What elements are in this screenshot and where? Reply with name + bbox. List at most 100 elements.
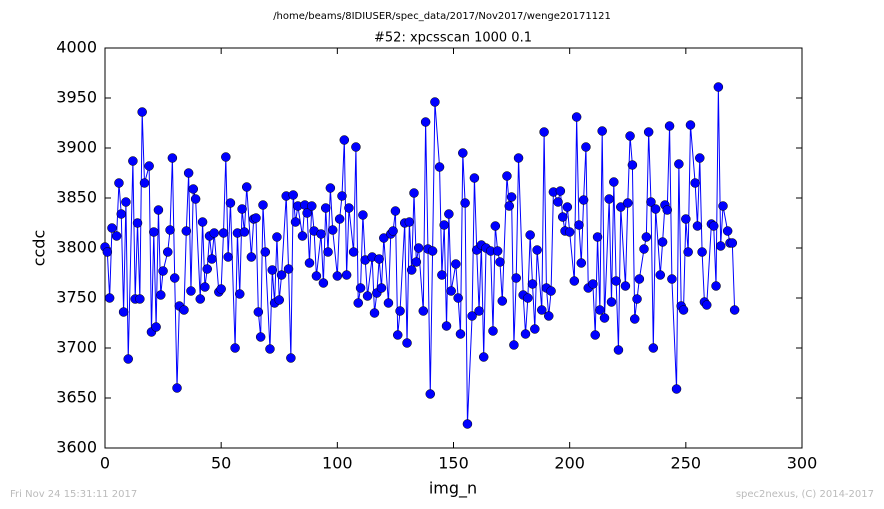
data-point xyxy=(149,227,159,237)
data-point xyxy=(564,227,575,237)
data-point xyxy=(569,276,580,286)
data-point xyxy=(451,259,461,269)
data-point xyxy=(427,246,438,256)
x-tick-label: 100 xyxy=(322,454,353,473)
data-point xyxy=(395,306,405,316)
data-point xyxy=(337,191,347,201)
data-point xyxy=(158,266,168,276)
data-point xyxy=(657,237,668,247)
data-point xyxy=(258,200,268,210)
data-point xyxy=(235,289,245,299)
y-axis-label: ccdc xyxy=(30,230,49,267)
data-point xyxy=(260,247,271,257)
data-point xyxy=(323,247,333,257)
y-tick-label: 3800 xyxy=(56,238,97,257)
data-point xyxy=(562,202,573,212)
data-point xyxy=(532,245,542,255)
data-point xyxy=(599,313,610,323)
data-point xyxy=(121,197,131,207)
data-point xyxy=(690,178,700,188)
data-point xyxy=(588,279,598,289)
data-point xyxy=(430,97,440,107)
data-point xyxy=(553,197,563,207)
data-point xyxy=(629,314,640,324)
data-point xyxy=(290,217,301,227)
data-point xyxy=(283,264,294,274)
data-point xyxy=(490,221,501,231)
data-point xyxy=(216,284,226,294)
data-point xyxy=(460,198,470,208)
data-point xyxy=(571,112,582,122)
data-point xyxy=(439,220,449,230)
data-point xyxy=(111,231,122,241)
data-point xyxy=(643,127,654,137)
x-axis-label: img_n xyxy=(429,479,477,499)
data-point xyxy=(221,152,231,162)
data-point xyxy=(544,311,554,321)
data-point xyxy=(116,209,127,219)
data-point xyxy=(509,340,519,350)
y-tick-label: 3600 xyxy=(56,438,97,457)
y-tick-label: 3850 xyxy=(56,188,97,207)
data-point xyxy=(537,305,547,315)
data-point xyxy=(297,231,308,241)
data-point xyxy=(513,153,524,163)
data-point xyxy=(181,226,192,236)
data-point xyxy=(358,210,368,220)
data-point xyxy=(506,192,517,202)
data-point xyxy=(334,214,345,224)
data-point xyxy=(265,344,275,354)
data-point xyxy=(650,204,661,214)
data-point xyxy=(288,190,298,200)
data-point xyxy=(351,142,361,152)
y-tick-label: 3900 xyxy=(56,138,97,157)
data-point xyxy=(225,198,236,208)
data-point xyxy=(162,247,173,257)
data-point xyxy=(239,227,250,237)
data-point xyxy=(218,228,229,238)
x-tick-label: 250 xyxy=(671,454,702,473)
data-point xyxy=(455,329,466,339)
data-point xyxy=(362,291,373,301)
data-point xyxy=(625,131,635,141)
data-point xyxy=(353,298,363,308)
data-point xyxy=(678,305,689,315)
data-point xyxy=(209,228,219,238)
data-point xyxy=(504,201,515,211)
data-point xyxy=(611,276,621,286)
data-point xyxy=(186,286,196,296)
data-point xyxy=(223,252,233,262)
data-point xyxy=(441,321,452,331)
data-point xyxy=(286,353,296,363)
data-point xyxy=(374,254,384,264)
data-point xyxy=(135,294,145,304)
data-point xyxy=(623,198,633,208)
data-point xyxy=(348,247,359,257)
data-point xyxy=(128,156,138,166)
data-point xyxy=(722,226,733,236)
data-point xyxy=(620,281,631,291)
data-point xyxy=(667,274,677,284)
data-point xyxy=(474,306,484,316)
data-point xyxy=(715,241,726,251)
data-point xyxy=(718,201,728,211)
data-point xyxy=(727,238,738,248)
data-point xyxy=(104,293,115,303)
data-point xyxy=(406,265,417,275)
data-point xyxy=(383,298,394,308)
data-point xyxy=(404,217,415,227)
data-line xyxy=(104,86,736,425)
data-point xyxy=(708,221,719,231)
data-point xyxy=(102,247,113,257)
data-point xyxy=(627,160,638,170)
data-point xyxy=(613,345,624,355)
data-point xyxy=(609,177,619,187)
data-point xyxy=(604,194,614,204)
data-point xyxy=(557,212,568,222)
data-point xyxy=(144,161,154,171)
data-point xyxy=(197,217,208,227)
footer-credit: spec2nexus, (C) 2014-2017 xyxy=(736,489,874,500)
data-point xyxy=(478,352,489,362)
data-point xyxy=(420,117,431,127)
data-point xyxy=(674,159,684,169)
